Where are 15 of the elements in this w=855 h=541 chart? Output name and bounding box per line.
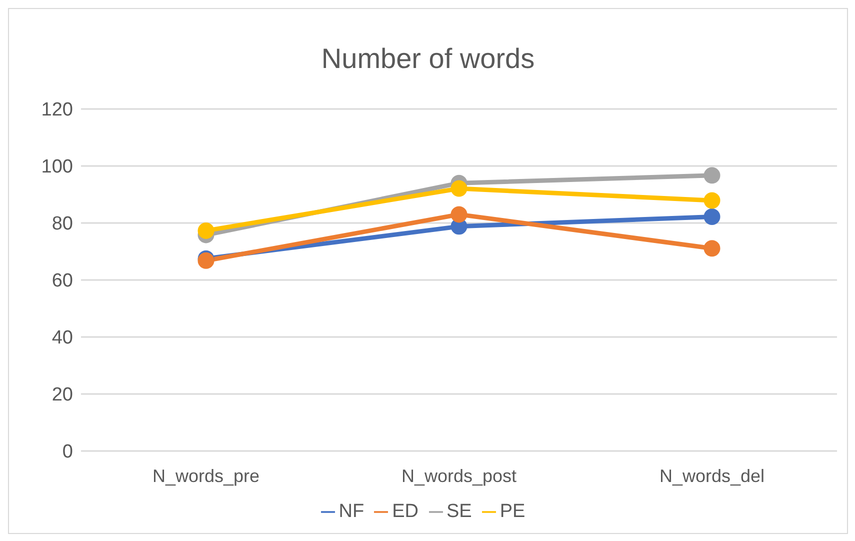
x-tick-label: N_words_del xyxy=(659,466,765,486)
y-tick-label: 80 xyxy=(52,214,73,235)
y-tick-label: 40 xyxy=(52,328,73,349)
x-tick-label: N_words_pre xyxy=(152,466,260,486)
chart-title: Number of words xyxy=(320,43,536,75)
y-tick-label: 60 xyxy=(52,270,73,292)
legend-label: SE xyxy=(446,501,472,522)
legend-label: ED xyxy=(392,501,418,522)
y-tick-label: 20 xyxy=(52,384,73,406)
x-tick-label: N_words_post xyxy=(401,466,517,486)
y-tick-label: 120 xyxy=(41,100,73,121)
y-tick-label: 0 xyxy=(62,442,73,463)
legend-label: PE xyxy=(500,501,526,522)
y-tick-label: 100 xyxy=(41,156,73,178)
legend-label: NF xyxy=(338,501,364,522)
